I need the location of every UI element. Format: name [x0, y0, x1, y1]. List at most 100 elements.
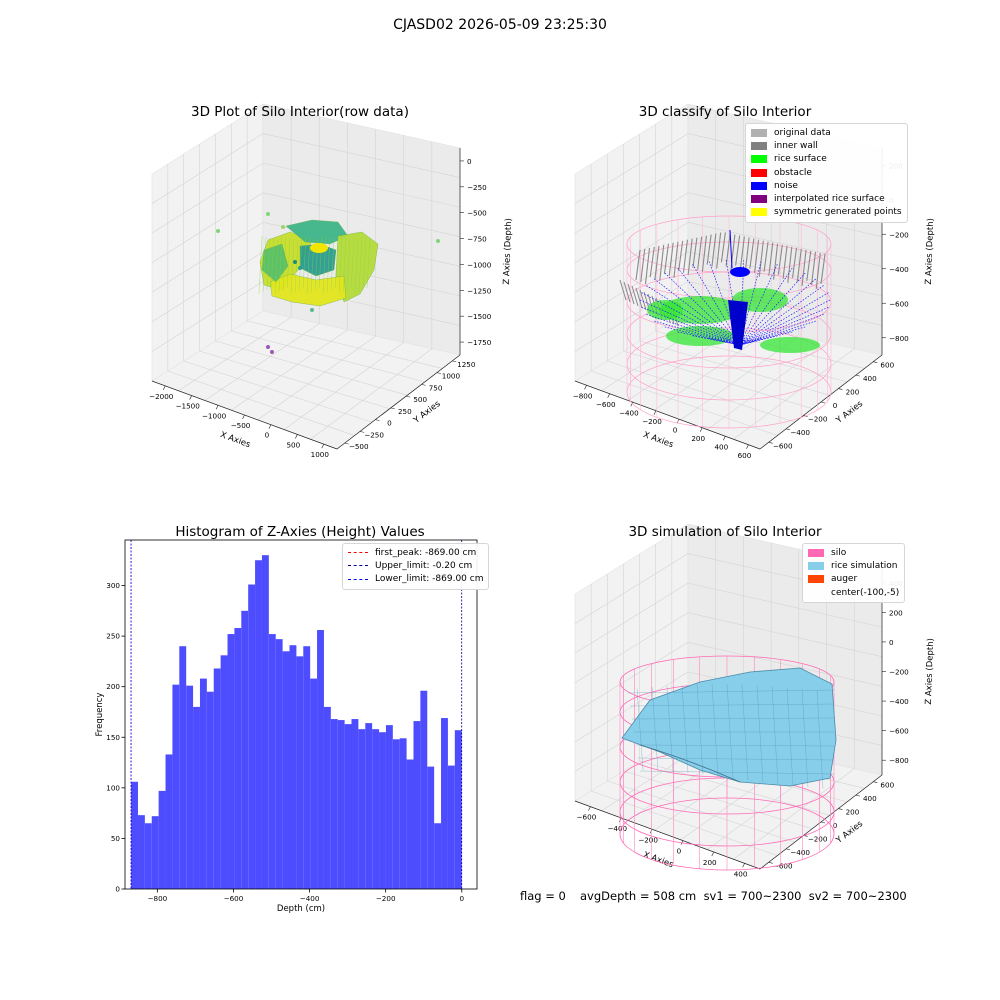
simulation-y-tick-label: 400: [863, 794, 877, 803]
histogram-legend-item: first_peak: -869.00 cm: [348, 546, 483, 559]
histogram-y-axis-label: Frequency: [95, 693, 105, 737]
raw-gridline: [231, 329, 348, 411]
classify-gridline: [687, 251, 883, 297]
legend-label: center(-100,-5): [831, 587, 900, 598]
legend-swatch: [751, 181, 767, 190]
classify-noise-line: [739, 326, 806, 346]
classify-y-tick-label: −600: [773, 441, 793, 450]
classify-x-tick-label: −400: [619, 408, 639, 417]
simulation-x-tick-label: −600: [577, 813, 597, 822]
classify-inner-wall: [640, 248, 646, 283]
classify-inner-wall: [619, 279, 627, 301]
legend-swatch: [751, 208, 767, 217]
raw-gridline: [151, 222, 264, 293]
raw-surface-stripe: [362, 236, 367, 291]
classify-gridline: [591, 370, 778, 436]
classify-x-tick: [699, 427, 703, 432]
raw-data-point: [216, 229, 220, 233]
histogram-y-tick-label: 300: [106, 581, 120, 590]
histogram-bar: [206, 691, 214, 889]
histogram-x-tick-label: −800: [147, 894, 167, 903]
simulation-x-tick-label: −200: [638, 835, 658, 844]
classify-gridline: [733, 348, 855, 440]
raw-surface-stripe: [298, 235, 303, 291]
classify-noise-line: [664, 272, 741, 346]
raw-surface-stripe: [270, 238, 275, 289]
raw-surface-stripe: [326, 237, 331, 293]
raw-y-tick: [436, 372, 442, 374]
classify-z-axis-label: Z Axies (Depth): [924, 218, 936, 285]
histogram-bar: [317, 630, 324, 889]
legend-swatch: [808, 575, 824, 584]
classify-inner-wall: [815, 252, 821, 290]
classify-y-tick: [873, 361, 878, 364]
simulation-y-tick: [838, 808, 843, 810]
legend-label: rice surface: [774, 154, 827, 165]
classify-z-tick-label: −800: [889, 334, 909, 343]
histogram-bar: [358, 729, 366, 889]
classify-inner-wall: [782, 245, 788, 279]
classify-3d-plot: −800−600−400−2000200400600−600−400−20002…: [573, 103, 936, 460]
simulation-mesh-line: [666, 685, 674, 772]
simulation-mesh-line: [771, 686, 779, 785]
simulation-mesh-line: [651, 687, 659, 771]
simulation-y-tick-label: 0: [833, 821, 838, 830]
classify-inner-wall: [820, 253, 826, 285]
histogram-bar: [144, 823, 152, 889]
classify-x-tick: [653, 410, 657, 415]
simulation-y-tick: [820, 821, 826, 824]
histogram-bar: [379, 732, 386, 889]
raw-z-tick-label: −1250: [467, 286, 492, 295]
simulation-z-tick-label: 0: [889, 638, 894, 647]
raw-gridline: [262, 133, 461, 178]
classify-noise-line: [739, 267, 793, 346]
raw-z-tick-label: −1500: [467, 312, 492, 321]
raw-x-tick: [268, 424, 272, 429]
raw-x-tick: [215, 405, 219, 410]
classify-gridline: [706, 342, 827, 430]
legend-line-swatch: [348, 565, 368, 567]
classify-inner-wall: [668, 242, 674, 276]
classify-inner-wall: [673, 241, 679, 278]
classify-legend-item: noise: [751, 179, 902, 192]
classify-noise-line: [708, 338, 741, 346]
legend-line-swatch: [348, 552, 368, 554]
raw-gridline: [178, 317, 292, 391]
histogram-bar: [220, 655, 228, 889]
classify-inner-wall: [801, 249, 807, 286]
classify-gridline: [607, 360, 795, 423]
raw-surface-petal: [261, 243, 289, 283]
simulation-legend: silo rice simulation auger center(-100,-5): [802, 543, 906, 604]
legend-swatch: [751, 168, 767, 177]
classify-inner-wall: [787, 246, 793, 283]
raw-surface-stripe: [286, 237, 291, 289]
simulation-z-tick-label: −800: [889, 756, 909, 765]
raw-x-tick-label: 1000: [311, 450, 330, 459]
classify-legend-item: interpolated rice surface: [751, 192, 902, 205]
simulation-gridline: [623, 770, 813, 830]
classify-x-tick-label: 600: [738, 451, 752, 460]
raw-x-tick: [321, 444, 325, 449]
simulation-mesh-line: [696, 684, 704, 775]
histogram-bar: [441, 718, 448, 889]
histogram-bar: [268, 634, 276, 889]
raw-x-tick: [242, 414, 245, 420]
raw-x-tick: [189, 395, 192, 400]
classify-gridline: [574, 281, 689, 352]
classify-legend-item: obstacle: [751, 166, 902, 179]
histogram-bar: [193, 706, 200, 889]
footer-flag: flag = 0: [520, 889, 566, 903]
raw-gridline: [257, 335, 376, 421]
raw-y-tick-label: 1000: [442, 372, 461, 381]
histogram-bar: [158, 790, 166, 889]
classify-inner-wall: [706, 234, 712, 265]
raw-gridline: [183, 360, 373, 423]
simulation-y-tick: [873, 781, 878, 784]
classify-legend-item: rice surface: [751, 153, 902, 166]
raw-x-tick-label: −500: [231, 421, 251, 430]
raw-data-point: [436, 239, 440, 243]
raw-gridline: [204, 323, 320, 401]
histogram-x-axis-label: Depth (cm): [277, 904, 325, 914]
raw-surface-stripe: [266, 237, 271, 291]
classify-noise-line: [664, 326, 741, 346]
